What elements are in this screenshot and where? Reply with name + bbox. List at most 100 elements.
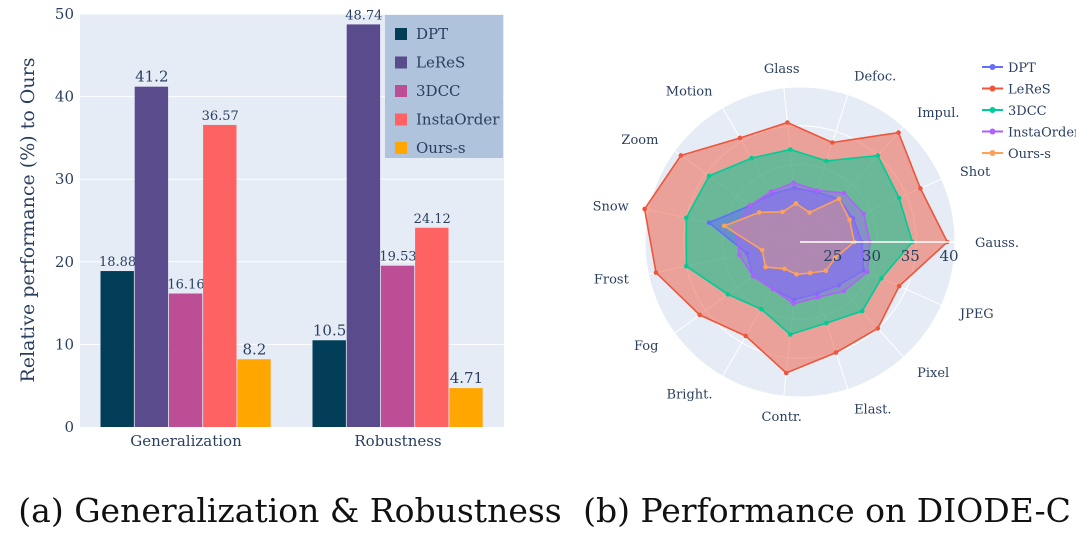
radar-point-leres (785, 120, 790, 125)
radar-legend-label: DPT (1008, 61, 1036, 76)
radar-point-ours-s (807, 210, 812, 215)
radar-point-ours-s (782, 266, 787, 272)
radar-point-3dcc (758, 306, 764, 312)
radar-point-ours-s (721, 223, 727, 229)
radar-axis-label: Bright. (667, 388, 713, 403)
radar-legend-marker-leres (989, 85, 996, 92)
bar-y-tick-label: 0 (64, 418, 74, 436)
radar-point-leres (875, 326, 881, 331)
radar-point-leres (918, 186, 923, 191)
bar-x-tick-label: Generalization (130, 432, 242, 450)
radar-point-leres (743, 333, 749, 339)
radar-point-instaorder (815, 294, 821, 300)
radar-point-ours-s (763, 264, 768, 270)
radar-point-instaorder (864, 269, 870, 275)
radar-point-3dcc (787, 332, 793, 337)
bar-legend: DPT LeReS 3DCC InstaOrder Ours-s (385, 15, 503, 158)
bar-x-ticks: Generalization Robustness (130, 432, 441, 450)
radar-point-instaorder (750, 273, 756, 279)
radar-point-3dcc (824, 320, 829, 326)
radar-point-instaorder (791, 180, 797, 185)
radar-point-ours-s (823, 268, 829, 274)
radar-radial-tick-label: 25 (823, 247, 842, 265)
radar-axis-label: Pixel (917, 366, 949, 381)
bar-y-tick-label: 40 (55, 88, 74, 106)
bar-chart: 0 10 20 30 40 50 18.88 41.2 16.16 36.57 8.2 10.5 48… (17, 5, 504, 450)
bar-legend-swatch-leres (395, 56, 407, 69)
radar-axis-label: Elast. (854, 402, 891, 417)
radar-radial-ticks: 25 30 35 40 (800, 241, 959, 265)
radar-axis-label: Gauss. (975, 236, 1019, 251)
radar-point-instaorder (747, 203, 753, 208)
bar-dpt-robustness (312, 340, 346, 427)
bar-value-label: 18.88 (99, 255, 136, 270)
radar-point-leres (783, 370, 789, 376)
bar-3dcc-robustness (380, 265, 415, 427)
radar-radial-tick-label: 40 (939, 247, 958, 265)
radar-point-leres (737, 135, 743, 141)
caption-a: (a) Generalization & Robustness (18, 491, 561, 530)
bar-legend-swatch-3dcc (395, 85, 407, 97)
radar-axis-label: Impul. (917, 106, 959, 121)
radar-point-3dcc (859, 308, 865, 314)
radar-axis-label: Contr. (762, 410, 802, 425)
radar-axis-labels: Gauss. Shot Impul. Defoc. Glass Motion Zoom Sno… (593, 62, 1019, 425)
radar-axis-label: Glass (764, 62, 800, 77)
radar-area-instaorder (734, 181, 871, 305)
radar-point-instaorder (841, 190, 847, 196)
radar-radial-tick-label: 30 (862, 247, 881, 265)
bar-value-label: 36.57 (202, 109, 239, 124)
radar-point-instaorder (733, 226, 738, 231)
radar-point-ours-s (794, 272, 799, 277)
bar-instaorder-robustness (415, 227, 449, 427)
radar-point-ours-s (756, 210, 762, 215)
radar-point-ours-s (847, 217, 852, 223)
bar-ours-s-robustness (449, 388, 483, 427)
radar-point-dpt (836, 282, 842, 288)
bar-instaorder-generalization (203, 124, 237, 428)
bar-y-tick-label: 30 (55, 170, 74, 188)
bar-3dcc-generalization (168, 293, 203, 427)
radar-axis-label: Frost (594, 272, 630, 287)
radar-axis-label: JPEG (958, 307, 994, 322)
radar-point-3dcc (875, 153, 881, 158)
radar-point-ours-s (807, 270, 813, 276)
radar-point-leres (697, 312, 702, 318)
radar-axis-label: Zoom (621, 133, 658, 148)
bar-y-tick-label: 20 (55, 253, 74, 271)
radar-legend-marker-ours-s (989, 150, 996, 156)
radar-point-dpt (791, 297, 797, 303)
radar-point-ours-s (759, 247, 765, 253)
bar-value-label: 16.16 (167, 278, 204, 293)
radar-point-instaorder (770, 286, 776, 292)
bar-y-axis-label: Relative performance (%) to Ours (17, 58, 39, 383)
radar-legend-marker-3dcc (989, 107, 996, 113)
bar-leres-generalization (134, 86, 169, 428)
bar-leres-robustness (346, 24, 381, 428)
radar-point-3dcc (683, 263, 689, 269)
bar-value-label: 24.12 (414, 212, 451, 227)
bar-value-label: 8.2 (242, 340, 266, 358)
radar-point-3dcc (787, 147, 793, 152)
bar-legend-label: LeReS (416, 54, 465, 72)
bar-ours-s-generalization (237, 359, 271, 427)
bar-value-label: 48.74 (345, 8, 382, 23)
bar-value-label: 41.2 (135, 68, 168, 86)
radar-point-ours-s (836, 196, 842, 202)
radar-legend: DPT LeReS 3DCC InstaOrder Ours-s (982, 61, 1076, 162)
radar-point-3dcc (749, 155, 754, 161)
radar-point-3dcc (879, 275, 884, 281)
bar-legend-label: Ours-s (416, 139, 466, 157)
radar-point-dpt (706, 220, 712, 225)
radar-area-ours-s (722, 197, 856, 276)
radar-axis-label: Defoc. (854, 70, 896, 85)
radar-series (642, 120, 950, 376)
bar-legend-label: 3DCC (416, 82, 461, 100)
radar-point-dpt (861, 268, 867, 273)
radar-point-ours-s (780, 209, 785, 215)
radar-point-dpt (814, 291, 820, 296)
bar-marks: 18.88 41.2 16.16 36.57 8.2 10.5 48.74 19.53 24.1… (99, 8, 483, 428)
radar-point-3dcc (706, 173, 712, 179)
radar-point-dpt (792, 185, 797, 191)
